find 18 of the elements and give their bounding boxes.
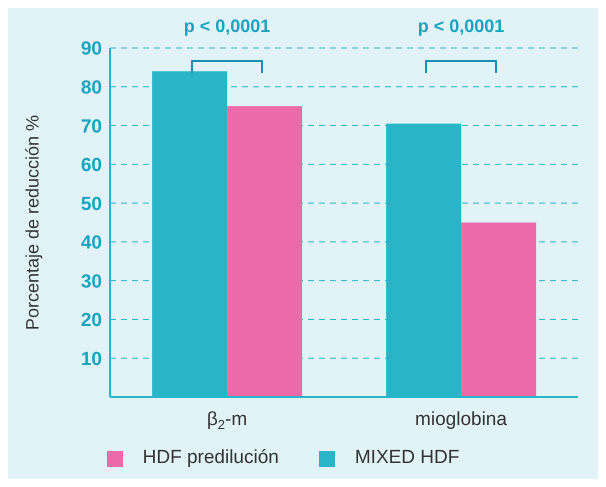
y-tick-label: 80	[80, 78, 102, 99]
y-tick-label: 30	[80, 271, 102, 292]
bar	[227, 106, 302, 397]
legend-label: MIXED HDF	[354, 447, 460, 468]
bar	[461, 222, 536, 397]
y-tick-label: 60	[80, 155, 102, 176]
y-tick-label: 50	[80, 194, 102, 215]
y-tick-label: 10	[80, 348, 102, 370]
x-tick-label: mioglobina	[415, 409, 508, 430]
text: p < 0,0001	[182, 16, 272, 37]
y-tick-label: 70	[80, 116, 102, 138]
legend-label: HDF predilución	[142, 447, 279, 468]
text: p < 0,0001	[416, 16, 506, 37]
y-axis-title: Porcentaje de reducción %	[22, 114, 42, 330]
y-tick-label: 90	[80, 38, 102, 60]
y-tick-label: 40	[80, 232, 102, 254]
y-tick-label: 20	[80, 310, 102, 332]
x-tick-label: β$_{2}$-m	[206, 409, 248, 432]
